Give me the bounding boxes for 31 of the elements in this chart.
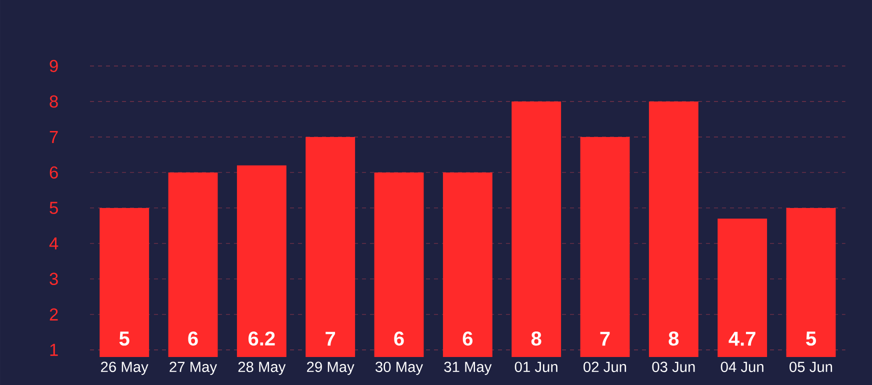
x-tick-label: 27 May: [170, 362, 217, 375]
data-label: 6: [462, 331, 472, 346]
data-label: 7: [600, 332, 610, 346]
data-label: 6.2: [248, 331, 275, 346]
x-tick-label: 26 May: [101, 362, 148, 375]
x-tick-label: 31 May: [444, 362, 492, 375]
x-tick-label: 29 May: [307, 362, 354, 375]
y-tick-label: 1: [50, 344, 58, 356]
x-tick-label: 01 Jun: [514, 362, 558, 372]
data-label: 5: [119, 332, 130, 346]
data-label: 7: [326, 332, 336, 346]
y-tick-label: 4: [49, 237, 58, 250]
x-tick-label: 04 Jun: [720, 362, 764, 372]
x-tick-label: 02 Jun: [584, 362, 626, 372]
data-label: 4.7: [728, 332, 756, 346]
y-tick-label: 7: [50, 131, 58, 143]
data-label: 8: [668, 331, 679, 346]
y-tick-label: 8: [50, 95, 58, 108]
data-label: 6: [188, 331, 198, 346]
x-tick-label: 05 Jun: [790, 362, 832, 372]
y-tick-label: 3: [50, 272, 58, 286]
y-tick-label: 9: [50, 60, 58, 72]
y-tick-label: 5: [50, 202, 58, 214]
data-label: 5: [806, 332, 816, 346]
data-label: 6: [394, 331, 404, 346]
y-tick-label: 6: [50, 166, 58, 179]
y-tick-label: 2: [50, 308, 58, 320]
data-label: 8: [531, 331, 542, 346]
x-tick-label: 30 May: [376, 362, 423, 375]
x-tick-label: 28 May: [238, 362, 286, 375]
x-tick-label: 03 Jun: [652, 362, 695, 372]
